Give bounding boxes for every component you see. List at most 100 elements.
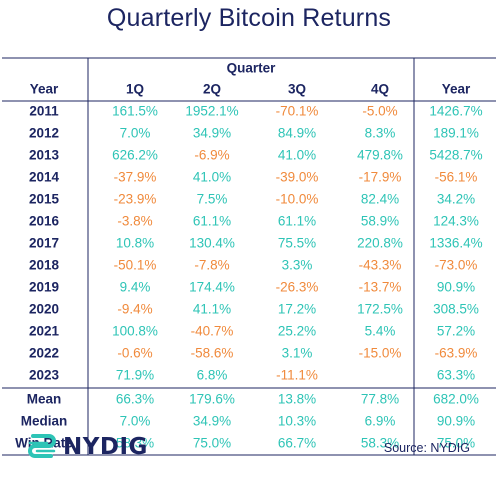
column-header-year-label: Year bbox=[30, 82, 59, 97]
summary-win-rate-3q: 66.7% bbox=[278, 436, 316, 451]
cell-2020-4q: 172.5% bbox=[357, 302, 403, 317]
cell-2011-1q: 161.5% bbox=[112, 104, 158, 119]
cell-2021-year-total: 57.2% bbox=[437, 324, 475, 339]
logo-text: NYDIG bbox=[63, 434, 148, 460]
summary-mean-1q: 66.3% bbox=[116, 392, 154, 407]
cell-2012-4q: 8.3% bbox=[365, 126, 396, 141]
cell-2015-year-total: 34.2% bbox=[437, 192, 475, 207]
cell-2016-1q: -3.8% bbox=[117, 214, 152, 229]
cell-2020-3q: 17.2% bbox=[278, 302, 316, 317]
row-label-2019: 2019 bbox=[29, 280, 59, 295]
summary-label-mean: Mean bbox=[27, 392, 62, 407]
chart-title: Quarterly Bitcoin Returns bbox=[106, 4, 392, 32]
summary-median-4q: 6.9% bbox=[365, 414, 396, 429]
cell-2017-1q: 10.8% bbox=[116, 236, 154, 251]
column-header-1q: 1Q bbox=[126, 82, 144, 97]
cell-2019-4q: -13.7% bbox=[359, 280, 402, 295]
summary-mean-year: 682.0% bbox=[433, 392, 479, 407]
cell-2017-year-total: 1336.4% bbox=[429, 236, 482, 251]
cell-2018-3q: 3.3% bbox=[282, 258, 313, 273]
cell-2013-2q: -6.9% bbox=[194, 148, 229, 163]
cell-2011-year-total: 1426.7% bbox=[429, 104, 482, 119]
row-label-2012: 2012 bbox=[29, 126, 59, 141]
column-header-4q: 4Q bbox=[371, 82, 389, 97]
cell-2021-1q: 100.8% bbox=[112, 324, 158, 339]
cell-2013-4q: 479.8% bbox=[357, 148, 403, 163]
cell-2022-3q: 3.1% bbox=[282, 346, 313, 361]
quarter-group-header: Quarter bbox=[227, 61, 277, 76]
summary-mean-2q: 179.6% bbox=[189, 392, 235, 407]
cell-2016-year-total: 124.3% bbox=[433, 214, 479, 229]
cell-2023-year-total: 63.3% bbox=[437, 368, 475, 383]
summary-median-2q: 34.9% bbox=[193, 414, 231, 429]
cell-2013-1q: 626.2% bbox=[112, 148, 158, 163]
row-label-2013: 2013 bbox=[29, 148, 60, 163]
row-label-2023: 2023 bbox=[29, 368, 60, 383]
cell-2019-2q: 174.4% bbox=[189, 280, 235, 295]
cell-2015-1q: -23.9% bbox=[114, 192, 157, 207]
column-header-2q: 2Q bbox=[203, 82, 221, 97]
column-header-year-total: Year bbox=[442, 82, 471, 97]
cell-2023-2q: 6.8% bbox=[197, 368, 228, 383]
row-label-2017: 2017 bbox=[29, 236, 59, 251]
cell-2022-2q: -58.6% bbox=[191, 346, 234, 361]
summary-win-rate-year: 75.0% bbox=[437, 436, 475, 451]
row-label-2016: 2016 bbox=[29, 214, 60, 229]
column-header-3q: 3Q bbox=[288, 82, 306, 97]
cell-2022-1q: -0.6% bbox=[117, 346, 152, 361]
cell-2019-1q: 9.4% bbox=[120, 280, 151, 295]
cell-2021-4q: 5.4% bbox=[365, 324, 396, 339]
cell-2023-3q: -11.1% bbox=[276, 368, 318, 383]
cell-2017-3q: 75.5% bbox=[278, 236, 316, 251]
cell-2018-4q: -43.3% bbox=[359, 258, 402, 273]
cell-2014-2q: 41.0% bbox=[193, 170, 231, 185]
summary-median-year: 90.9% bbox=[437, 414, 475, 429]
cell-2014-3q: -39.0% bbox=[276, 170, 319, 185]
cell-2020-1q: -9.4% bbox=[117, 302, 152, 317]
cell-2015-3q: -10.0% bbox=[276, 192, 319, 207]
summary-mean-3q: 13.8% bbox=[278, 392, 316, 407]
row-label-2018: 2018 bbox=[29, 258, 60, 273]
cell-2016-4q: 58.9% bbox=[361, 214, 399, 229]
cell-2021-3q: 25.2% bbox=[278, 324, 316, 339]
cell-2023-1q: 71.9% bbox=[116, 368, 154, 383]
cell-2013-year-total: 5428.7% bbox=[429, 148, 482, 163]
cell-2018-2q: -7.8% bbox=[194, 258, 229, 273]
summary-median-3q: 10.3% bbox=[278, 414, 316, 429]
cell-2014-1q: -37.9% bbox=[114, 170, 157, 185]
cell-2020-year-total: 308.5% bbox=[433, 302, 479, 317]
cell-2020-2q: 41.1% bbox=[193, 302, 231, 317]
cell-2015-4q: 82.4% bbox=[361, 192, 399, 207]
cell-2019-3q: -26.3% bbox=[276, 280, 319, 295]
cell-2017-2q: 130.4% bbox=[189, 236, 235, 251]
cell-2022-year-total: -63.9% bbox=[435, 346, 478, 361]
cell-2019-year-total: 90.9% bbox=[437, 280, 475, 295]
cell-2018-1q: -50.1% bbox=[114, 258, 157, 273]
cell-2012-3q: 84.9% bbox=[278, 126, 316, 141]
row-label-2015: 2015 bbox=[29, 192, 60, 207]
cell-2011-2q: 1952.1% bbox=[185, 104, 238, 119]
cell-2014-4q: -17.9% bbox=[359, 170, 402, 185]
cell-2012-2q: 34.9% bbox=[193, 126, 231, 141]
row-label-2022: 2022 bbox=[29, 346, 59, 361]
cell-2012-year-total: 189.1% bbox=[433, 126, 479, 141]
cell-2011-4q: -5.0% bbox=[362, 104, 397, 119]
nydig-logo-icon bbox=[28, 434, 56, 458]
cell-2016-2q: 61.1% bbox=[193, 214, 231, 229]
summary-win-rate-2q: 75.0% bbox=[193, 436, 231, 451]
cell-2013-3q: 41.0% bbox=[278, 148, 316, 163]
cell-2012-1q: 7.0% bbox=[120, 126, 151, 141]
summary-win-rate-4q: 58.3% bbox=[361, 436, 399, 451]
cell-2021-2q: -40.7% bbox=[191, 324, 234, 339]
summary-win-rate-1q: 58.3% bbox=[116, 436, 154, 451]
row-label-2014: 2014 bbox=[29, 170, 60, 185]
row-label-2020: 2020 bbox=[29, 302, 59, 317]
cell-2014-year-total: -56.1% bbox=[435, 170, 478, 185]
row-label-2011: 2011 bbox=[29, 104, 59, 119]
summary-label-median: Median bbox=[21, 414, 68, 429]
cell-2011-3q: -70.1% bbox=[276, 104, 319, 119]
cell-2017-4q: 220.8% bbox=[357, 236, 403, 251]
cell-2015-2q: 7.5% bbox=[197, 192, 228, 207]
summary-mean-4q: 77.8% bbox=[361, 392, 399, 407]
